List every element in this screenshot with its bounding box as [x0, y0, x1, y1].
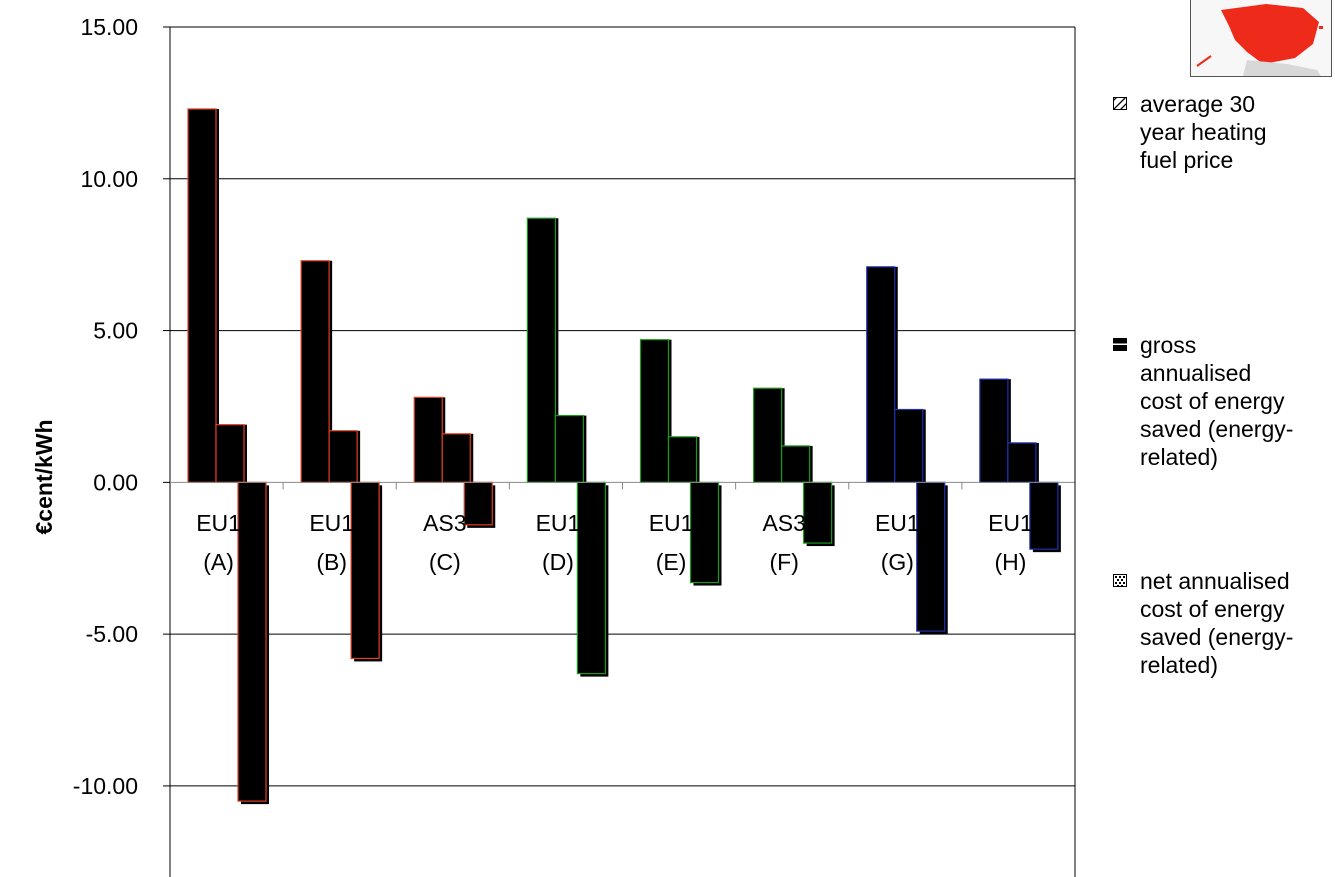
x-tick-label: EU1	[649, 510, 694, 536]
legend-item-gross-cost: gross annualised cost of energy saved (e…	[1113, 331, 1328, 471]
bar-fuel-price	[866, 266, 896, 483]
bar-net-cost	[916, 481, 946, 632]
bar-net-cost	[463, 481, 493, 526]
bar-net-cost	[350, 481, 380, 660]
x-tick-label-sub: (B)	[316, 549, 347, 575]
bar-net-cost	[689, 481, 720, 584]
diagonal-hatch-icon	[1113, 97, 1127, 110]
y-tick-labels: 15.00 10.00 5.00 0.00 -5.00 -10.00	[73, 14, 138, 799]
y-tick-label: 15.00	[80, 14, 138, 40]
legend-label-gross-cost: gross annualised cost of energy saved (e…	[1140, 332, 1294, 470]
x-tick-label-sub: (C)	[429, 549, 461, 575]
bar-fuel-price	[300, 260, 330, 483]
dotted-pattern-icon	[1113, 574, 1127, 587]
bar-gross-cost	[894, 408, 924, 483]
solid-black-icon	[1113, 338, 1127, 351]
bar-fuel-price	[413, 396, 443, 483]
bar-fuel-price	[979, 378, 1009, 483]
bar-fuel-price	[753, 387, 783, 483]
x-tick-label-sub: (D)	[542, 549, 574, 575]
legend-label-net-cost: net annualised cost of energy saved (ene…	[1140, 568, 1294, 678]
bars	[187, 108, 1061, 805]
y-tick-label: 5.00	[93, 318, 138, 344]
x-tick-label: EU1	[536, 510, 581, 536]
x-tick-label-sub: (F)	[770, 549, 799, 575]
x-tick-labels: EU1 (A) EU1 (B) AS3 (C) EU1 (D) EU1 (E) AS3 (F) EU1 (…	[196, 510, 1033, 575]
bar-gross-cost	[328, 430, 358, 483]
bar-net-cost	[576, 481, 606, 675]
x-tick-label-sub: (A)	[203, 549, 234, 575]
y-tick-label: -5.00	[86, 621, 138, 647]
x-tick-label: EU1	[988, 510, 1033, 536]
bar-gross-cost	[441, 433, 471, 483]
x-tick-label-sub: (H)	[994, 549, 1026, 575]
bar-gross-cost	[667, 436, 698, 483]
x-tick-label: AS3	[423, 510, 466, 536]
axes	[163, 26, 1076, 877]
map-thumbnail	[1190, 0, 1332, 77]
bar-net-cost	[1029, 481, 1059, 550]
y-tick-label: 10.00	[80, 166, 138, 192]
y-tick-label: 0.00	[93, 469, 138, 495]
spain-map-icon	[1196, 4, 1323, 76]
x-tick-label: EU1	[196, 510, 241, 536]
x-tick-label: EU1	[309, 510, 354, 536]
bar-fuel-price	[639, 339, 670, 483]
legend-label-average-fuel-price: average 30 year heating fuel price	[1140, 91, 1267, 173]
bar-net-cost	[803, 481, 833, 544]
bar-gross-cost	[554, 414, 584, 483]
legend-item-net-cost: net annualised cost of energy saved (ene…	[1113, 567, 1328, 679]
y-tick-label: -10.00	[73, 773, 138, 799]
bar-gross-cost	[215, 424, 245, 483]
x-tick-label: AS3	[762, 510, 805, 536]
x-tick-label-sub: (E)	[656, 549, 687, 575]
legend-item-average-fuel-price: average 30 year heating fuel price	[1113, 90, 1328, 174]
bar-gross-cost	[781, 445, 811, 483]
bar-fuel-price	[187, 108, 217, 483]
x-tick-label: EU1	[875, 510, 920, 536]
bar-fuel-price	[526, 217, 556, 483]
y-axis-label: €cent/kWh	[31, 419, 57, 534]
x-tick-label-sub: (G)	[881, 549, 914, 575]
bar-chart: 15.00 10.00 5.00 0.00 -5.00 -10.00 EU1 (A) EU1 (…	[31, 14, 1076, 877]
bar-gross-cost	[1007, 442, 1037, 483]
bar-net-cost	[237, 481, 267, 802]
